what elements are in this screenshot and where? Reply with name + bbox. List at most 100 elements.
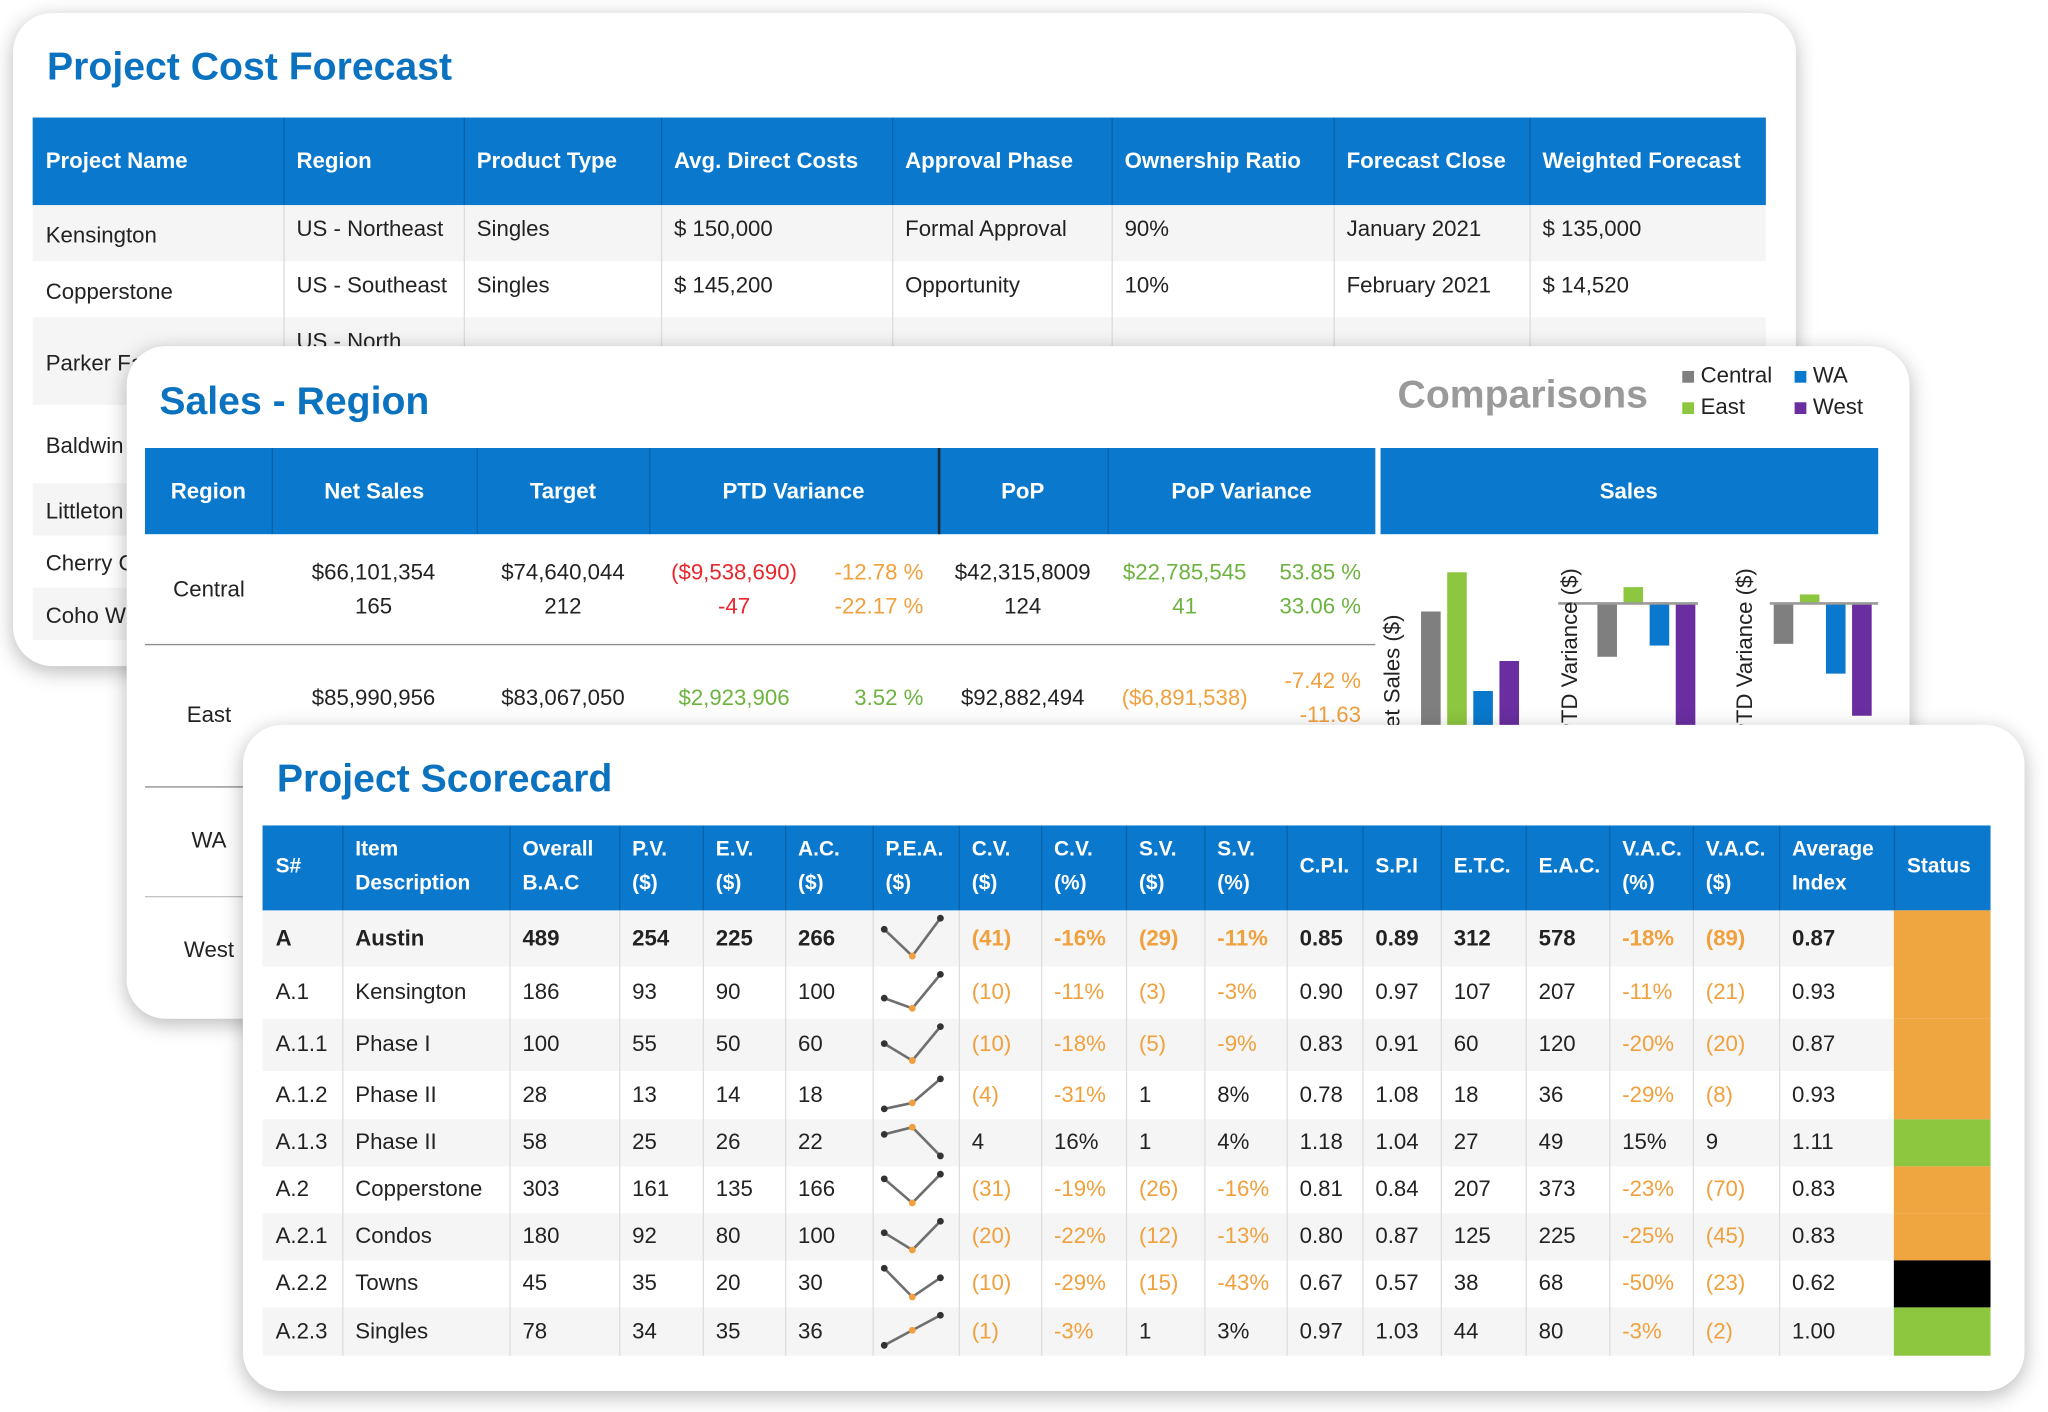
column-divider: [1778, 910, 1781, 1356]
cell-text: A.1.1: [275, 1031, 328, 1057]
cell-text: 489: [522, 925, 560, 950]
status-cell: [1893, 966, 1991, 1019]
cell-text: 22: [798, 1129, 823, 1155]
cell-text: 10%: [1124, 272, 1170, 298]
column-divider: [958, 910, 960, 1356]
cell-text: 90: [715, 979, 741, 1005]
cell-text: 186: [522, 979, 560, 1005]
region-name: West: [183, 937, 235, 963]
column-header: E.V. ($): [715, 838, 754, 895]
status-cell: [1893, 1166, 1991, 1214]
cell-text: Phase II: [355, 1081, 437, 1107]
legend-label: West: [1812, 394, 1864, 420]
cell-text: 1: [1138, 1129, 1152, 1155]
column-divider: [1107, 447, 1109, 535]
cell-text: (1): [971, 1318, 999, 1344]
cell-text: -18%: [1054, 1031, 1106, 1057]
column-divider: [1692, 825, 1695, 911]
sparkline-point: [880, 1341, 888, 1349]
cell-text: US - Southeast: [296, 272, 448, 298]
cell-text: 35: [632, 1270, 657, 1296]
cell-text: 50: [715, 1031, 741, 1057]
column-divider: [1440, 825, 1442, 911]
cell-text: 0.62: [1791, 1270, 1836, 1296]
column-divider: [1893, 825, 1896, 911]
status-cell: [1893, 1119, 1991, 1167]
cell-text: -29%: [1054, 1270, 1106, 1296]
column-header: Avg. Direct Costs: [673, 148, 859, 174]
cell-text: Condos: [355, 1223, 432, 1249]
cell-text: 27: [1453, 1129, 1479, 1155]
legend-swatch: [1682, 370, 1695, 383]
sparkline: [883, 973, 942, 1010]
cell-text: 36: [1538, 1081, 1564, 1107]
cell-text: 16%: [1054, 1129, 1099, 1155]
cell-text: 92: [632, 1223, 657, 1249]
column-header: Status: [1906, 855, 1971, 878]
cell-text: (12): [1138, 1223, 1179, 1249]
cell-text: -20%: [1622, 1031, 1675, 1057]
cell-text: 0.97: [1299, 1318, 1343, 1344]
sparkline-point: [908, 1004, 916, 1012]
cell-text: 1.08: [1375, 1081, 1419, 1107]
cell-text: 45: [522, 1270, 548, 1296]
cell-text: 0.87: [1791, 925, 1836, 950]
cell-text: 1.03: [1375, 1318, 1419, 1344]
sparkline-point: [880, 994, 888, 1002]
cell-text: 0.83: [1791, 1223, 1836, 1249]
cell-text: (70): [1705, 1176, 1746, 1202]
column-header: PoP Variance: [1171, 479, 1312, 504]
row-background: [262, 1307, 1894, 1356]
column-divider: [619, 910, 621, 1356]
cell-text: 0.87: [1791, 1031, 1836, 1057]
cell-text: -50%: [1622, 1270, 1675, 1296]
status-cell: [1893, 1260, 1991, 1308]
cell-text: 266: [798, 925, 836, 950]
cell-text: Kensington: [355, 979, 467, 1005]
cell-text: 90%: [1124, 216, 1170, 242]
bar: [1499, 661, 1520, 742]
axis-label: PTD Variance ($): [1732, 568, 1757, 738]
cell-text: (10): [971, 1031, 1012, 1057]
cell-text: -47: [717, 594, 751, 619]
column-header: P.V. ($): [632, 838, 668, 895]
cell-text: (29): [1138, 925, 1179, 950]
sparkline-point: [908, 1057, 916, 1064]
sparkline-point: [908, 1326, 916, 1334]
sparkline-point: [937, 1075, 944, 1083]
cell-text: -11.63: [1299, 702, 1361, 728]
cell-text: A.2.1: [275, 1223, 328, 1249]
cell-text: 20: [715, 1270, 741, 1296]
cell-text: 35: [715, 1318, 741, 1344]
column-divider: [1525, 910, 1527, 1356]
cell-text: 60: [798, 1031, 823, 1057]
cell-text: 1.18: [1299, 1129, 1343, 1155]
row-background: [262, 910, 1894, 967]
cell-text: 33.06 %: [1279, 594, 1361, 619]
card-title: Project Cost Forecast: [47, 45, 453, 89]
cell-text: 78: [522, 1318, 548, 1344]
column-header: V.A.C. (%): [1622, 838, 1682, 895]
cell-text: -16%: [1054, 925, 1106, 950]
sparkline-point: [908, 1293, 916, 1301]
column-header: Product Type: [476, 148, 617, 174]
cell-text: 212: [544, 594, 582, 619]
cell-text: 53.85 %: [1279, 560, 1361, 585]
cell-text: (89): [1705, 925, 1746, 950]
cell-text: -19%: [1054, 1176, 1106, 1202]
status-cell: [1893, 1307, 1991, 1356]
cell-text: $74,640,044: [501, 560, 625, 585]
cell-text: $42,315,8009: [954, 560, 1091, 585]
cell-text: 578: [1538, 925, 1576, 950]
cell-text: January 2021: [1346, 216, 1482, 242]
column-divider: [649, 447, 651, 535]
cell-text: 80: [1538, 1318, 1564, 1344]
header-band: [262, 825, 1991, 911]
column-header: S.V. ($): [1138, 838, 1177, 895]
cell-text: 0.85: [1299, 925, 1343, 950]
card-title: Sales - Region: [159, 380, 430, 424]
cell-text: 60: [1453, 1031, 1479, 1057]
column-divider: [1204, 825, 1206, 911]
column-divider: [1333, 117, 1335, 206]
sparkline-point: [937, 1023, 944, 1031]
